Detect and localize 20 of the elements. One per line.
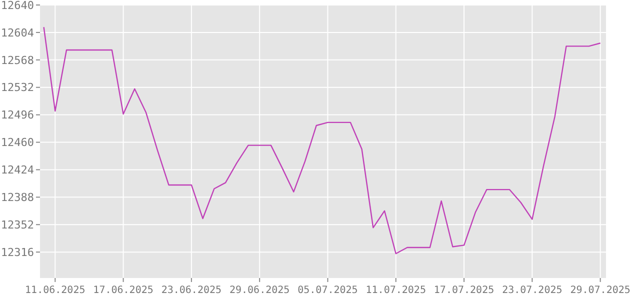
x-tick-label: 23.06.2025 <box>161 285 222 296</box>
x-tick-label: 29.06.2025 <box>229 285 290 296</box>
x-tick-label: 11.07.2025 <box>366 285 426 296</box>
x-tick-label: 05.07.2025 <box>298 285 358 296</box>
x-tick-label: 17.07.2025 <box>434 285 494 296</box>
y-tick-label: 12316 <box>0 246 34 259</box>
x-tick-label: 29.07.2025 <box>570 285 630 296</box>
y-tick-label: 12640 <box>0 0 34 12</box>
x-tick-label: 11.06.2025 <box>25 285 86 296</box>
y-tick-label: 12568 <box>0 54 34 67</box>
y-tick-label: 12496 <box>0 108 34 122</box>
y-tick-label: 12352 <box>0 218 34 232</box>
x-tick-label: 23.07.2025 <box>502 285 562 296</box>
x-tick-label: 17.06.2025 <box>93 285 154 296</box>
y-tick-label: 12388 <box>0 191 34 204</box>
y-tick-label: 12532 <box>0 81 34 94</box>
y-tick-label: 12604 <box>0 26 34 40</box>
line-series <box>43 26 601 254</box>
y-tick-label: 12424 <box>0 164 34 177</box>
y-tick-label: 12460 <box>0 136 34 150</box>
